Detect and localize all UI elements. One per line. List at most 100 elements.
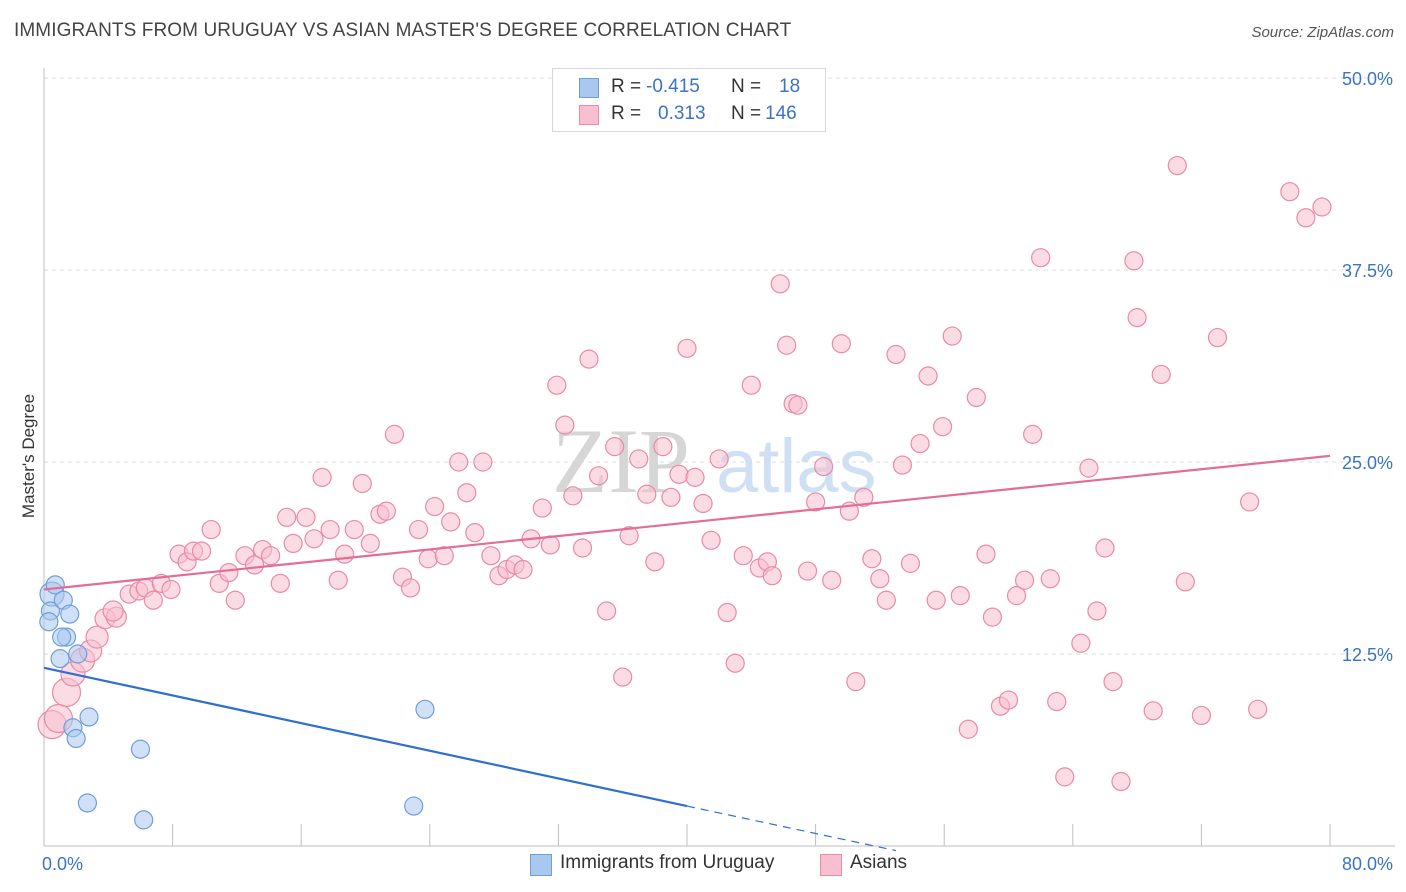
- data-point: [335, 544, 355, 564]
- data-point: [352, 473, 372, 494]
- data-point: [457, 483, 477, 503]
- correlation-legend: R = -0.415 N = 18 R = 0.313 N = 146: [552, 68, 826, 132]
- data-point: [918, 366, 938, 386]
- x-tick-label: 0.0%: [42, 854, 83, 874]
- data-point: [605, 437, 625, 457]
- data-point: [39, 612, 59, 632]
- y-tick-label: 25.0%: [1342, 453, 1393, 473]
- data-point: [1047, 692, 1067, 712]
- data-point: [540, 535, 560, 555]
- data-point: [312, 467, 332, 487]
- data-point: [870, 569, 890, 589]
- data-point: [892, 455, 913, 475]
- data-point: [982, 607, 1003, 627]
- legend-r-value: 0.313: [658, 103, 706, 124]
- y-tick-label: 12.5%: [1342, 645, 1393, 665]
- tick-labels: 12.5% 25.0% 37.5% 50.0% 0.0% 80.0%: [42, 69, 1393, 874]
- data-point: [244, 555, 265, 575]
- data-point: [1095, 538, 1115, 558]
- data-point: [950, 586, 970, 606]
- data-point: [958, 719, 978, 739]
- legend-swatch-uruguay: [579, 78, 599, 98]
- data-point: [360, 533, 380, 554]
- data-point: [725, 653, 745, 673]
- data-point: [900, 553, 921, 573]
- data-point: [77, 793, 98, 813]
- trend-line-uruguay: [43, 666, 688, 808]
- data-point: [788, 395, 808, 415]
- y-axis-label: Master's Degree: [19, 394, 38, 518]
- legend-n-value: 18: [779, 76, 801, 97]
- data-point: [191, 541, 212, 561]
- data-point: [1207, 327, 1228, 348]
- legend-swatch-asians: [579, 105, 599, 125]
- watermark-atlas: atlas: [716, 424, 877, 509]
- data-point: [770, 274, 790, 294]
- data-point: [481, 546, 501, 566]
- data-point: [669, 464, 689, 484]
- data-point: [283, 533, 303, 554]
- data-point: [304, 529, 324, 549]
- data-point: [277, 507, 297, 527]
- legend-n-label: N =: [731, 76, 762, 97]
- data-point: [134, 810, 154, 830]
- data-point: [1175, 572, 1195, 592]
- data-point: [376, 501, 396, 521]
- data-point: [910, 433, 930, 454]
- data-point: [415, 699, 435, 719]
- data-point: [296, 507, 316, 527]
- data-point: [344, 519, 364, 540]
- data-point: [66, 728, 86, 749]
- data-point: [966, 387, 986, 408]
- trend-lines: [43, 454, 1331, 852]
- data-point: [513, 559, 533, 580]
- data-point: [932, 417, 953, 437]
- data-point: [805, 492, 826, 512]
- data-point: [1191, 705, 1212, 726]
- data-point: [102, 600, 124, 622]
- data-point: [998, 690, 1019, 710]
- data-point: [400, 578, 421, 598]
- data-point: [79, 707, 99, 727]
- data-point: [1240, 492, 1260, 512]
- data-point: [597, 601, 617, 621]
- data-point: [1280, 182, 1300, 202]
- trend-line-asians: [43, 454, 1331, 591]
- legend-row-uruguay: R = -0.415 N = 18: [553, 74, 825, 100]
- legend-r-label: R =: [611, 76, 642, 97]
- data-point: [434, 546, 454, 566]
- data-point: [1040, 569, 1060, 589]
- data-point: [976, 544, 996, 564]
- data-point: [473, 452, 493, 472]
- asians-points: [37, 155, 1332, 792]
- data-point: [418, 549, 438, 569]
- data-point: [219, 562, 239, 583]
- data-point: [942, 326, 962, 346]
- watermark: ZIP atlas: [552, 410, 877, 512]
- data-point: [677, 338, 697, 358]
- data-point: [572, 538, 593, 558]
- data-point: [68, 644, 88, 664]
- data-point: [1124, 251, 1144, 271]
- data-point: [161, 579, 181, 600]
- data-point: [854, 487, 874, 507]
- legend-row-asians: R = 0.313 N = 146: [553, 101, 825, 127]
- data-point: [926, 590, 946, 610]
- legend-n-label: N =: [731, 103, 762, 124]
- data-point: [1079, 458, 1099, 478]
- bottom-legend-label: Immigrants from Uruguay: [560, 852, 775, 873]
- data-point: [60, 604, 80, 624]
- data-point: [225, 590, 245, 610]
- data-point: [862, 549, 882, 569]
- data-point: [1071, 633, 1091, 653]
- data-point: [693, 493, 713, 514]
- bottom-legend-label: Asians: [850, 852, 908, 873]
- data-point: [1031, 248, 1051, 268]
- legend-r-label: R =: [611, 103, 642, 124]
- data-point: [1006, 586, 1027, 606]
- y-tick-label: 37.5%: [1342, 261, 1393, 281]
- data-point: [741, 375, 761, 395]
- data-point: [1087, 601, 1107, 621]
- data-point: [579, 349, 599, 369]
